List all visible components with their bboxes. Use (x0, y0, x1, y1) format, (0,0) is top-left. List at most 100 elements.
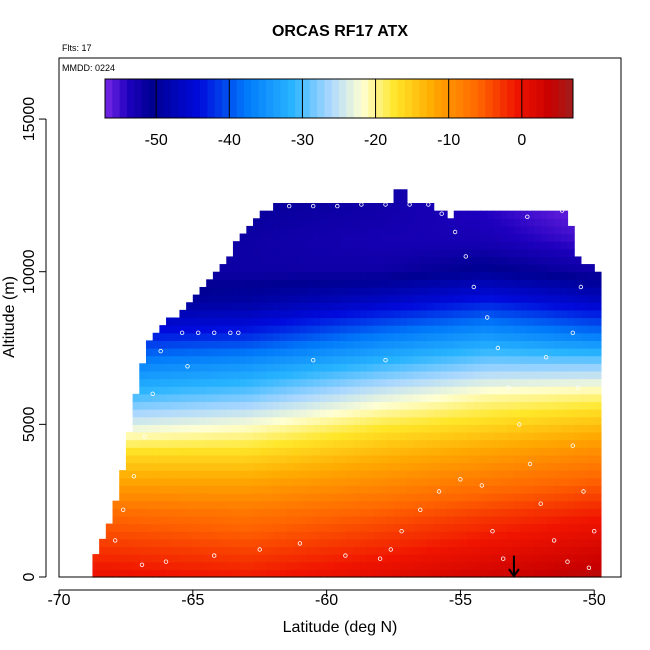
colorbar-swatch (119, 79, 128, 118)
heatmap-cell (420, 523, 428, 532)
heatmap-cell (406, 439, 415, 448)
heatmap-cell (413, 233, 421, 242)
heatmap-cell (594, 561, 602, 570)
heatmap-cell (426, 470, 435, 479)
heatmap-cell (313, 393, 321, 403)
heatmap-cell (513, 485, 522, 494)
heatmap-cell (520, 454, 528, 464)
heatmap-cell (279, 332, 288, 341)
heatmap-cell (319, 554, 328, 563)
heatmap-cell (560, 424, 569, 433)
heatmap-cell (212, 302, 221, 311)
heatmap-cell (580, 401, 589, 410)
heatmap-cell (232, 523, 241, 532)
heatmap-cell (433, 218, 441, 227)
heatmap-cell (132, 470, 140, 479)
heatmap-cell (453, 279, 462, 288)
heatmap-cell (393, 294, 401, 303)
heatmap-cell (386, 431, 395, 441)
heatmap-cell (560, 439, 569, 448)
x-axis-label: Latitude (deg N) (283, 619, 398, 636)
heatmap-cell (319, 386, 328, 395)
heatmap-cell (467, 454, 475, 464)
heatmap-cell (299, 370, 308, 380)
heatmap-cell (386, 218, 395, 227)
heatmap-cell (500, 462, 508, 471)
heatmap-cell (353, 210, 361, 219)
heatmap-cell (594, 470, 602, 479)
heatmap-cell (413, 470, 421, 479)
heatmap-cell (560, 363, 569, 372)
heatmap-cell (266, 378, 274, 387)
heatmap-cell (527, 500, 535, 509)
heatmap-cell (574, 546, 582, 555)
heatmap-cell (500, 241, 508, 250)
heatmap-cell (520, 569, 528, 578)
heatmap-cell (574, 279, 582, 288)
heatmap-cell (574, 477, 582, 487)
heatmap-cell (467, 286, 475, 296)
heatmap-cell (259, 485, 267, 494)
heatmap-cell (493, 386, 502, 395)
heatmap-cell (493, 531, 502, 540)
heatmap-cell (266, 477, 274, 487)
heatmap-cell (513, 363, 522, 372)
heatmap-cell (246, 485, 254, 494)
heatmap-cell (299, 462, 308, 471)
heatmap-cell (453, 241, 462, 250)
heatmap-cell (313, 424, 321, 433)
heatmap-cell (360, 439, 368, 448)
heatmap-cell (447, 424, 455, 433)
track-point (551, 538, 557, 543)
heatmap-cell (313, 355, 321, 364)
heatmap-cell (239, 538, 247, 548)
heatmap-cell (286, 409, 294, 418)
heatmap-cell (473, 409, 482, 418)
heatmap-cell (420, 409, 428, 418)
heatmap-cell (346, 218, 354, 227)
heatmap-cell (145, 409, 154, 418)
heatmap-cell (286, 477, 294, 487)
heatmap-cell (507, 294, 515, 303)
heatmap-cell (246, 477, 254, 487)
heatmap-cell (480, 538, 488, 548)
heatmap-cell (574, 332, 582, 341)
heatmap-cell (507, 393, 515, 403)
heatmap-cell (393, 538, 401, 548)
heatmap-cell (246, 508, 254, 517)
heatmap-cell (172, 470, 181, 479)
heatmap-cell (246, 546, 254, 555)
heatmap-cell (400, 294, 408, 303)
heatmap-cell (166, 317, 174, 326)
heatmap-cell (373, 416, 381, 425)
heatmap-cell (460, 302, 468, 311)
heatmap-cell (440, 515, 448, 525)
heatmap-cell (473, 416, 482, 425)
heatmap-cell (534, 348, 542, 357)
heatmap-cell (206, 546, 214, 555)
colorbar-tick-label: -10 (437, 132, 460, 149)
heatmap-cell (360, 256, 368, 265)
heatmap-cell (400, 493, 408, 502)
heatmap-cell (353, 317, 361, 326)
heatmap-cell (152, 470, 160, 479)
heatmap-cell (520, 493, 528, 502)
heatmap-cell (534, 355, 542, 364)
heatmap-cell (206, 500, 214, 509)
heatmap-cell (299, 325, 308, 334)
heatmap-cell (239, 508, 247, 517)
colorbar-tick-label: -40 (218, 132, 241, 149)
heatmap-cell (212, 515, 221, 525)
heatmap-cell (467, 233, 475, 242)
heatmap-cell (259, 363, 267, 372)
heatmap-cell (333, 370, 341, 380)
heatmap-cell (172, 424, 181, 433)
heatmap-cell (540, 286, 548, 296)
heatmap-cell (306, 363, 314, 372)
heatmap-cell (299, 447, 308, 456)
heatmap-cell (487, 309, 495, 319)
heatmap-cell (534, 447, 542, 456)
heatmap-cell (119, 477, 127, 487)
heatmap-cell (366, 554, 375, 563)
heatmap-cell (567, 462, 575, 471)
